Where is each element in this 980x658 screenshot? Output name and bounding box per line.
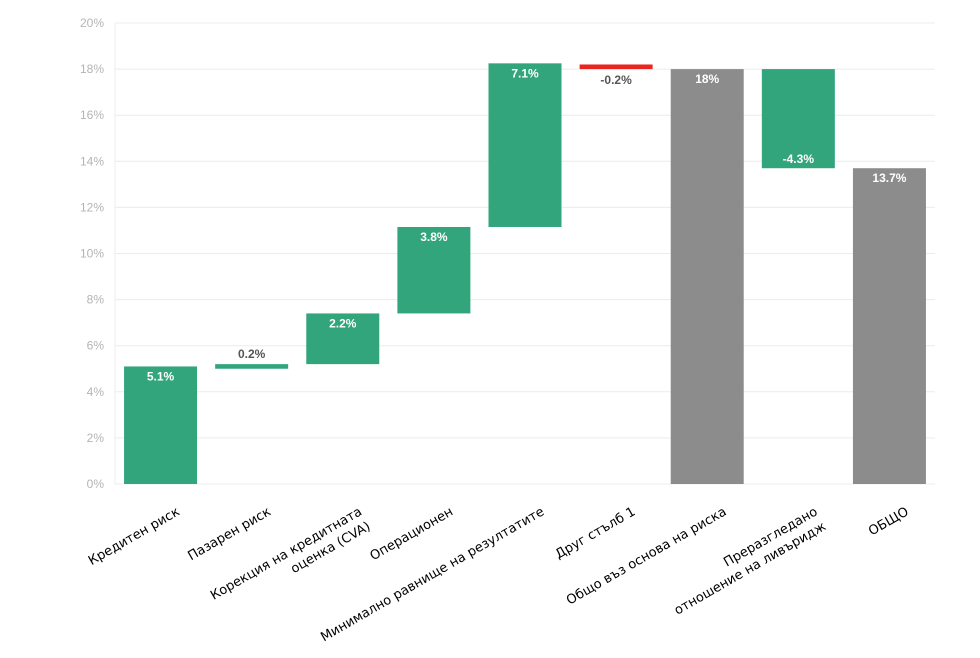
x-tick-label: Операционен: [368, 504, 456, 564]
x-tick-label-line: Друг стълб 1: [553, 504, 638, 562]
x-tick-label: Кредитен риск: [86, 504, 183, 568]
bar: [215, 364, 289, 369]
y-tick-label: 0%: [87, 477, 105, 491]
x-tick-label-line: Корекция на кредитната: [208, 504, 365, 603]
bar: [761, 69, 835, 169]
x-tick-label: Пазарен риск: [185, 504, 273, 564]
data-label: -4.3%: [783, 152, 815, 166]
x-tick-label: Друг стълб 1: [553, 504, 638, 562]
x-tick-label-line: Кредитен риск: [86, 504, 183, 568]
data-labels: 5.1% 0.2% 2.2% 3.8% 7.1% -0.2% 18% -4.3% 13.7%: [147, 66, 907, 383]
x-tick-label: ОБЩО: [866, 504, 911, 539]
data-label: 13.7%: [872, 171, 906, 185]
data-label: 2.2%: [329, 316, 357, 330]
y-tick-label: 12%: [80, 200, 104, 214]
bar: [397, 226, 471, 314]
y-tick-label: 6%: [87, 339, 105, 353]
y-tick-label: 2%: [87, 431, 105, 445]
x-tick-label: Преразгледаноотношение на ливъридж: [663, 504, 829, 618]
x-tick-label-line: ОБЩО: [866, 504, 911, 539]
y-tick-label: 14%: [80, 154, 104, 168]
y-tick-label: 4%: [87, 385, 105, 399]
y-tick-label: 20%: [80, 16, 104, 30]
data-label: 7.1%: [511, 66, 539, 80]
data-label: 3.8%: [420, 230, 448, 244]
x-tick-label-line: Операционен: [368, 504, 456, 564]
bar: [579, 64, 653, 70]
x-tick-label: Корекция на кредитнатаоценка (CVA): [208, 504, 373, 618]
bar: [852, 168, 926, 484]
data-label: -0.2%: [600, 73, 632, 87]
y-axis: 0% 2% 4% 6% 8% 10% 12% 14% 16% 18% 20%: [80, 16, 116, 491]
bar: [306, 313, 380, 365]
x-tick-label-line: Пазарен риск: [185, 504, 273, 564]
y-tick-label: 8%: [87, 293, 105, 307]
y-tick-label: 10%: [80, 247, 104, 261]
y-tick-label: 16%: [80, 108, 104, 122]
data-label: 5.1%: [147, 369, 175, 383]
bar: [124, 366, 198, 484]
bars: [124, 63, 926, 484]
y-tick-label: 18%: [80, 62, 104, 76]
bar: [670, 69, 744, 484]
data-label: 18%: [695, 72, 719, 86]
data-label: 0.2%: [238, 347, 266, 361]
bar: [488, 63, 562, 227]
